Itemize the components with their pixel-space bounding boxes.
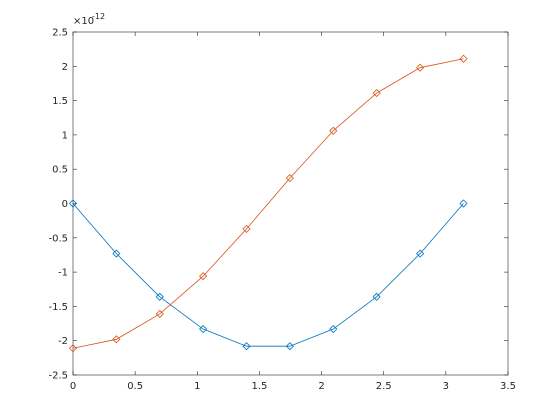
marker [285,174,294,183]
marker [68,199,78,208]
marker [372,88,381,98]
marker [242,224,251,233]
y-tick-label: -1.5 [48,302,68,313]
y-tick-label: -2.5 [48,371,68,382]
marker [155,292,164,301]
x-tick-label: 0 [70,381,76,392]
marker [68,344,78,353]
x-tick-label: 0.5 [127,381,143,392]
x-tick-label: 2 [318,381,324,392]
y-tick-label: 2.5 [52,28,68,39]
x-tick-label: 3.5 [500,381,516,392]
marker [199,324,208,334]
marker [199,272,208,281]
marker [372,292,381,301]
marker [459,199,468,208]
marker [416,249,425,258]
x-tick-label: 1.5 [251,381,267,392]
marker [112,249,121,258]
marker [459,54,468,63]
x-tick-label: 2.5 [376,381,392,392]
marker [242,342,251,351]
marker [112,335,121,344]
y-tick-label: -1 [58,268,68,279]
marker [416,63,425,72]
marker [329,324,338,334]
x-tick-label: 3 [443,381,449,392]
y-tick-label: -0.5 [48,233,68,244]
x-tick-label: 1 [194,381,200,392]
y-tick-label: 1 [62,130,68,141]
y-tick-label: 0 [62,199,68,210]
y-tick-label: 1.5 [52,96,68,107]
series-line [72,58,464,349]
y-tick-label: -2 [58,336,68,347]
y-tick-label: 0.5 [52,165,68,176]
y-tick-label: 2 [62,62,68,73]
y-multiplier-base: ×10 [73,16,94,27]
marker [329,126,338,135]
series-line [72,203,464,347]
y-multiplier-exponent: -12 [92,12,105,21]
marker [155,309,164,319]
marker [285,342,294,351]
